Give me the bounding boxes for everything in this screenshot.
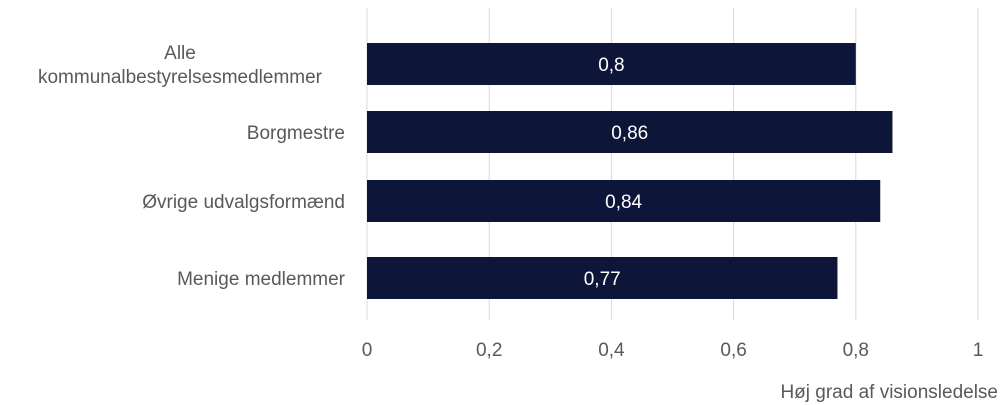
x-tick-labels: 0 0,2 0,4 0,6 0,8 1 <box>362 340 984 361</box>
category-label: Borgmestre <box>247 123 345 144</box>
bar-data-label: 0,77 <box>584 269 621 290</box>
category-label: Øvrige udvalgsformænd <box>142 192 345 213</box>
category-labels: Alle kommunalbestyrelsesmedlemmer Borgmest… <box>38 43 346 290</box>
bar-data-label: 0,84 <box>605 192 642 213</box>
bar <box>367 257 838 299</box>
bars: 0,8 0,86 0,84 0,77 <box>367 43 893 299</box>
x-tick-label: 0,8 <box>843 340 869 361</box>
x-axis-title: Høj grad af visionsledelse <box>780 382 998 403</box>
category-label: Menige medlemmer <box>177 269 346 290</box>
x-tick-label: 0 <box>362 340 373 361</box>
x-tick-label: 0,4 <box>598 340 625 361</box>
x-tick-label: 0,6 <box>720 340 746 361</box>
bar <box>367 180 881 222</box>
x-tick-label: 1 <box>973 340 984 361</box>
x-tick-label: 0,2 <box>476 340 502 361</box>
category-label: Alle kommunalbestyrelsesmedlemmer <box>38 43 323 88</box>
bar-data-label: 0,8 <box>598 55 624 76</box>
bar <box>367 43 856 85</box>
bar <box>367 111 893 153</box>
bar-data-label: 0,86 <box>611 123 648 144</box>
